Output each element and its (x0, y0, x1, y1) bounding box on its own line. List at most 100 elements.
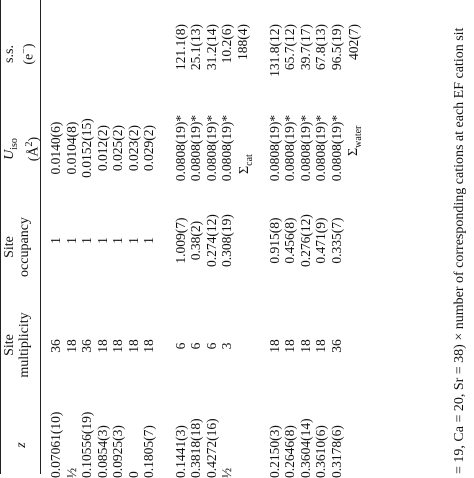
header-ss-close: ) (21, 43, 37, 49)
cell-ss: 121.1(8) (172, 24, 188, 71)
cell-occ: 1 (94, 237, 110, 244)
header-ss-line1: s.s. (2, 45, 17, 63)
header-z-label: z (14, 442, 29, 448)
cell-z: 0.0854(3) (94, 425, 110, 478)
sum-value: 188(4) (234, 24, 250, 60)
cell-z: 0.3604(14) (297, 418, 313, 478)
cell-mult: 18 (94, 339, 110, 353)
cell-uiso: 0.029(2) (141, 124, 156, 172)
header-ss-unit: (e (21, 53, 37, 65)
sum-subscript: cat (243, 154, 255, 166)
cell-occ: 0.276(12) (297, 214, 313, 267)
cell-ss: 31.2(14) (203, 24, 219, 71)
header-multiplicity: Site multiplicity (2, 300, 32, 390)
cell-z: 0.10556(19) (79, 411, 94, 478)
cell-mult: 36 (79, 339, 94, 353)
sum-subscript: water (352, 125, 364, 148)
cell-occ: 0.335(7) (328, 217, 344, 264)
cell-uiso: 0.023(2) (125, 124, 141, 172)
header-occupancy-line1: Site (2, 236, 17, 258)
cell-occ: 1 (63, 237, 79, 244)
header-uiso-symbol: U (2, 149, 17, 160)
cell-mult: 18 (266, 339, 282, 353)
header-ss-sup: − (19, 48, 30, 54)
cell-z: 0.4272(16) (203, 418, 219, 478)
header-ss: s.s. (e−) (2, 14, 37, 94)
header-uiso-sub: iso (8, 138, 20, 150)
header-uiso-unit: (Å (26, 146, 42, 162)
header-z: z (14, 430, 29, 460)
cell-uiso: 0.0808(19)* (297, 114, 313, 182)
sum-symbol: Σ (236, 165, 252, 174)
header-rule (40, 0, 41, 474)
cell-uiso: 0.0808(19)* (282, 114, 297, 182)
cell-ss: 131.8(12) (266, 24, 282, 77)
cell-z: 0.2150(3) (266, 425, 282, 478)
cell-mult: 36 (48, 339, 63, 353)
sum-label: Σwater (346, 126, 364, 156)
cell-mult: 36 (328, 339, 344, 353)
cell-occ: 0.38(2) (188, 220, 203, 261)
cell-z: 0 (125, 471, 141, 478)
header-uiso: Uiso (Å2) (2, 104, 41, 194)
cell-uiso: 0.0808(19)* (328, 114, 344, 182)
header-uiso-close: ) (26, 136, 42, 142)
header-uiso-line2: (Å2) (22, 104, 42, 194)
cell-z: 0.07061(10) (48, 411, 63, 478)
cell-uiso: 0.0104(8) (63, 121, 79, 175)
cell-ss: 67.8(13) (313, 24, 328, 71)
cell-uiso: 0.0808(19)* (203, 114, 219, 182)
cell-mult: 6 (203, 342, 219, 350)
cell-uiso: 0.0808(19)* (188, 114, 203, 182)
cell-z: 0.3178(6) (328, 425, 344, 478)
cell-ss: 39.7(17) (297, 24, 313, 71)
cell-z: ½ (219, 467, 234, 478)
cell-occ: 1 (141, 237, 156, 244)
header-occupancy-line2: occupancy (17, 217, 32, 277)
cell-occ: 0.274(12) (203, 214, 219, 267)
cell-z: 0.0925(3) (110, 425, 125, 478)
cell-occ: 1 (79, 237, 94, 244)
cell-mult: 3 (219, 342, 234, 350)
cell-mult: 18 (141, 339, 156, 353)
cell-mult: 18 (110, 339, 125, 353)
cell-mult: 6 (188, 342, 203, 350)
cell-occ: 1 (48, 237, 63, 244)
cell-ss: 96.5(19) (328, 24, 344, 71)
cell-uiso: 0.0808(19)* (219, 114, 234, 182)
sum-label: Σcat (237, 154, 255, 174)
cell-z: 0.1441(3) (172, 425, 188, 478)
cell-z: 0.1805(7) (141, 425, 156, 478)
cell-uiso: 0.025(2) (110, 124, 125, 172)
cell-occ: 1.009(7) (172, 217, 188, 264)
cell-uiso: 0.0140(6) (48, 121, 63, 175)
cell-ss: 10.2(6) (219, 24, 234, 64)
sum-symbol: Σ (346, 147, 361, 156)
cell-ss: 65.7(12) (282, 24, 297, 71)
cell-occ: 0.456(8) (282, 217, 297, 264)
top-rule (0, 0, 1, 474)
cell-uiso: 0.0808(19)* (172, 114, 188, 182)
cell-occ: 0.915(8) (266, 217, 282, 264)
table-caption: = 19, Ca = 20, Sr = 38) × number of corr… (452, 27, 467, 474)
cell-z: 0.3610(6) (313, 425, 328, 478)
cell-uiso: 0.0152(15) (79, 118, 94, 178)
cell-ss: 25.1(13) (188, 24, 203, 71)
cell-uiso: 0.0808(19)* (266, 114, 282, 182)
header-multiplicity-line2: multiplicity (17, 312, 32, 378)
header-ss-line2: (e−) (17, 14, 37, 94)
cell-mult: 6 (172, 342, 188, 350)
header-uiso-sup: 2 (23, 141, 35, 147)
cell-occ: 0.471(9) (313, 217, 328, 264)
cell-occ: 0.308(19) (219, 214, 234, 267)
cell-z: ½ (63, 467, 79, 478)
cell-mult: 18 (282, 339, 297, 353)
cell-occ: 1 (110, 237, 125, 244)
cell-z: 0.2646(8) (282, 425, 297, 478)
cell-z: 0.3818(18) (188, 418, 203, 478)
cell-uiso: 0.0808(19)* (313, 114, 328, 182)
cell-mult: 18 (125, 339, 141, 353)
header-multiplicity-line1: Site (2, 334, 17, 356)
header-occupancy: Site occupancy (2, 202, 32, 292)
